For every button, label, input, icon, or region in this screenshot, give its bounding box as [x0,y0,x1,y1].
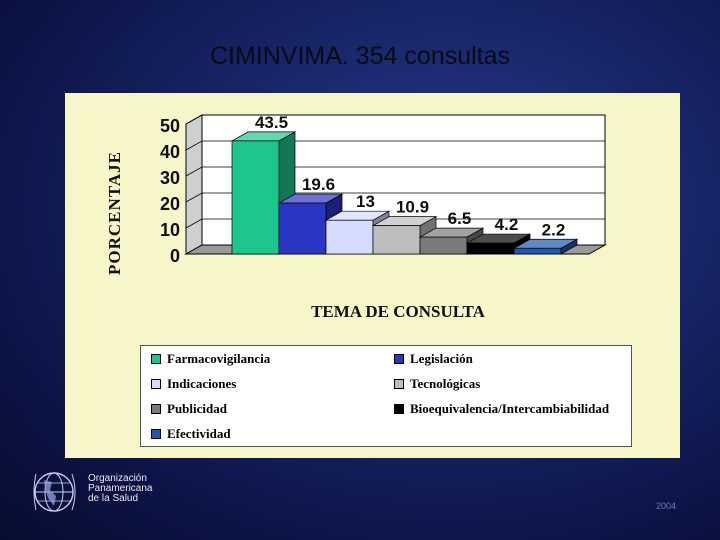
legend-swatch [151,354,161,364]
legend-item: Efectividad [151,425,231,443]
organization-line: de la Salud [88,493,139,504]
legend-item: Legislación [394,350,473,368]
bar [372,225,421,255]
legend-item: Tecnológicas [394,375,480,393]
y-tick-label: 0 [170,246,180,266]
x-axis-label: TEMA DE CONSULTA [311,302,486,321]
data-label: 19.6 [302,175,335,194]
legend-label: Publicidad [167,401,227,416]
plot-side-wall [185,114,203,255]
bar [513,247,562,255]
paho-logo [33,472,76,512]
slide-year: 2004 [656,501,677,511]
legend-item: Indicaciones [151,375,236,393]
gridline [185,218,605,229]
bar [419,236,468,255]
data-label: 4.2 [495,215,519,234]
bar-chart: PORCENTAJE TEMA DE CONSULTA 50 40 30 20 10 0 4… [105,113,607,321]
legend-swatch [394,354,404,364]
legend-label: Indicaciones [167,376,237,391]
data-label: 2.2 [542,220,566,239]
legend-item: Publicidad [151,400,227,418]
legend-swatch [394,379,404,389]
legend-label: Bioequivalencia/Intercambiabilidad [410,401,610,416]
legend-swatch [394,404,404,414]
legend-item: Farmacovigilancia [151,350,270,368]
data-label: 10.9 [396,198,429,217]
data-label: 43.5 [255,113,288,132]
gridline [185,114,605,125]
legend-label: Farmacovigilancia [167,351,271,366]
y-tick-label: 50 [160,116,180,136]
slide-title: CIMINVIMA. 354 consultas [209,42,511,70]
bar [325,219,374,255]
data-label: 6.5 [448,209,472,228]
y-tick-label: 20 [160,194,180,214]
legend-swatch [151,379,161,389]
organization-line: Organización [88,473,147,484]
data-label: 13 [356,192,375,211]
gridline [185,140,605,151]
legend-item: Bioequivalencia/Intercambiabilidad [394,400,609,418]
bar [231,140,280,255]
legend-label: Efectividad [167,426,231,441]
bar [466,242,515,255]
organization-name: Organización Panamericana de la Salud [88,474,152,504]
legend-label: Tecnológicas [410,376,481,391]
gridline [185,192,605,203]
y-tick-label: 30 [160,168,180,188]
y-axis-label: PORCENTAJE [105,151,124,275]
legend-swatch [151,429,161,439]
legend-label: Legislación [410,351,473,366]
y-tick-label: 40 [160,142,180,162]
bar [278,202,327,255]
gridline [185,166,605,177]
chart-legend: Farmacovigilancia Legislación Indicaciones… [140,345,632,447]
chart-panel: PORCENTAJE TEMA DE CONSULTA 50 40 30 20 10 0 4… [65,93,680,458]
y-tick-label: 10 [160,220,180,240]
organization-line: Panamericana [88,483,153,494]
legend-swatch [151,404,161,414]
